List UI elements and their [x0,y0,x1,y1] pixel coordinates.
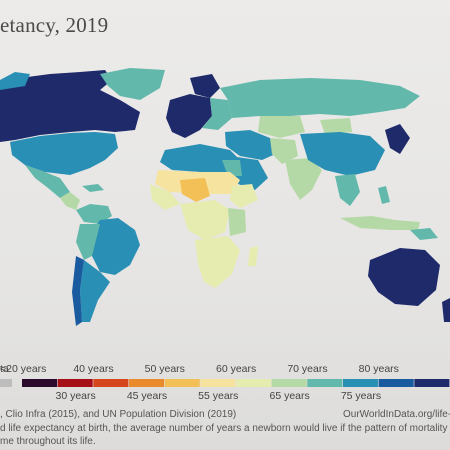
region-indonesia[interactable] [340,216,420,230]
region-brazil[interactable] [88,218,140,275]
legend-swatch [414,379,450,387]
region-greenland[interactable] [100,68,165,100]
region-mongolia[interactable] [320,118,352,134]
map-title: etancy, 2019 [0,13,109,37]
legend-upper-label: 40 years [73,363,113,375]
legend-swatch [200,379,236,387]
region-russia[interactable] [220,78,420,118]
region-north-africa[interactable] [160,144,240,172]
region-caribbean[interactable] [82,184,104,192]
note-text-1: d life expectancy at birth, the average … [0,423,450,434]
region-horn-of-africa[interactable] [230,184,258,208]
legend-upper-label: 70 years [287,363,327,375]
region-mexico[interactable] [25,165,70,198]
legend-lower-label: 75 years [341,390,381,402]
legend-lower-label: 65 years [270,390,310,402]
region-argentina[interactable] [80,260,110,322]
region-colombia-venezuela[interactable] [76,204,112,224]
region-central-america[interactable] [60,192,80,210]
legend-swatch [343,379,379,387]
legend-nodata-label: ta [0,363,9,375]
note-text-2: me throughout its life. [0,436,96,447]
region-madagascar[interactable] [248,246,258,266]
legend-bar [22,379,450,387]
region-turkey-iran[interactable] [225,130,280,160]
region-new-zealand[interactable] [442,298,450,322]
legend-swatch [93,379,129,387]
legend-swatch [22,379,58,387]
region-scandinavia[interactable] [190,74,220,98]
legend-upper-label: 50 years [145,363,185,375]
region-southern-africa[interactable] [195,236,240,288]
legend-swatch [57,379,93,387]
site-link[interactable]: OurWorldInData.org/life-e [343,409,450,420]
legend-upper-label: <20 years [0,363,46,375]
legend-swatch [271,379,307,387]
legend-upper-labels: <20 years 40 years 50 years 60 years 70 year… [0,363,399,375]
legend-lower-label: 55 years [198,390,238,402]
region-papua[interactable] [410,228,438,240]
world-map [0,68,450,326]
legend-swatch [378,379,414,387]
region-peru-bolivia[interactable] [76,224,100,260]
region-central-africa[interactable] [180,178,210,202]
region-east-africa[interactable] [228,208,246,236]
source-text: , Clio Infra (2015), and UN Population D… [0,409,237,420]
legend-lower-label: 45 years [127,390,167,402]
legend-swatch [129,379,165,387]
legend-upper-label: 60 years [216,363,256,375]
region-western-europe[interactable] [166,94,212,138]
region-eastern-europe[interactable] [202,98,232,130]
region-philippines[interactable] [378,186,390,204]
region-usa[interactable] [10,132,118,175]
region-australia[interactable] [368,248,440,306]
legend-lower-label: 30 years [56,390,96,402]
region-chile[interactable] [72,256,84,326]
region-alaska[interactable] [0,72,30,90]
legend-swatch [164,379,200,387]
legend-upper-label: 80 years [359,363,399,375]
legend: ta <20 years 40 years 50 years 60 years 70 y… [0,363,450,402]
region-india[interactable] [285,158,322,200]
region-canada[interactable] [0,70,140,142]
region-afghanistan-pakistan[interactable] [270,138,298,164]
legend-swatch [236,379,272,387]
legend-nodata-swatch [0,379,12,387]
region-china[interactable] [300,132,385,176]
legend-swatch [307,379,343,387]
region-southeast-asia[interactable] [335,174,360,206]
legend-lower-labels: 30 years 45 years 55 years 65 years 75 years [56,390,382,402]
region-west-africa[interactable] [150,184,180,210]
region-congo[interactable] [180,200,230,240]
region-kazakhstan[interactable] [258,116,305,138]
region-korea-japan[interactable] [385,124,410,154]
